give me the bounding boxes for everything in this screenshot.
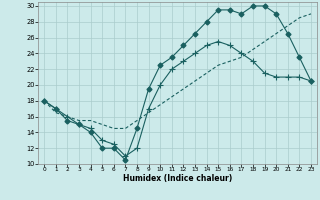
X-axis label: Humidex (Indice chaleur): Humidex (Indice chaleur) [123, 174, 232, 183]
